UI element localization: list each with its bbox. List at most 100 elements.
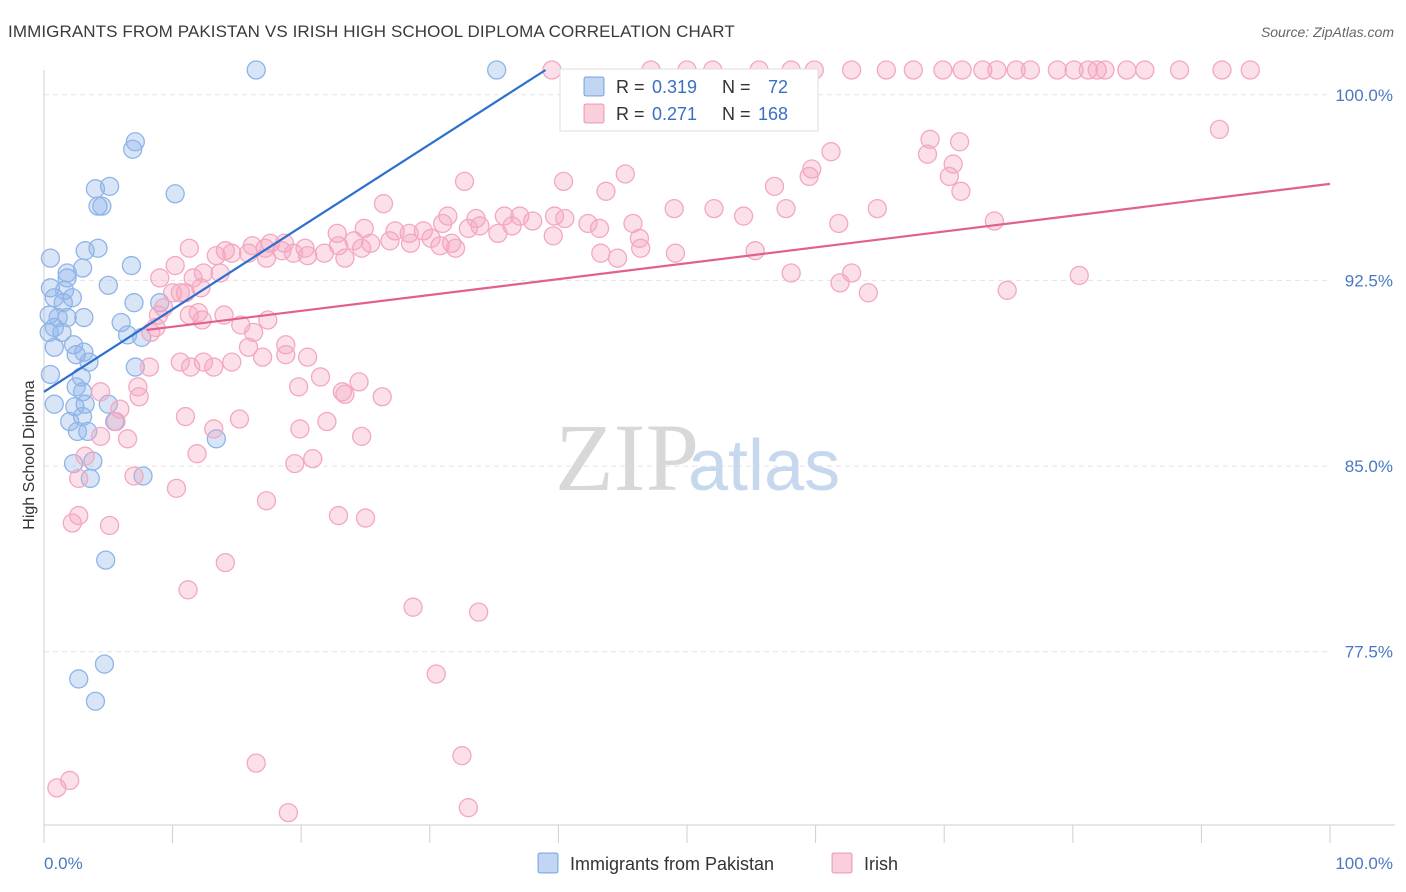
x-tick-label-1: 100.0% (1335, 854, 1393, 873)
irish-point-92 (283, 243, 304, 263)
irish-point-55 (829, 213, 849, 234)
irish-point-49 (776, 198, 796, 219)
irish-trend-line (146, 182, 1331, 332)
irish-point-29 (821, 142, 841, 162)
irish-point-101 (745, 241, 765, 261)
irish-point-132 (170, 352, 190, 372)
irish-point-161 (303, 448, 323, 469)
pakistan-point-49 (72, 406, 93, 427)
pakistan-point-31 (52, 322, 72, 343)
irish-point-26 (920, 129, 940, 149)
irish-point-71 (380, 231, 400, 251)
irish-point-135 (204, 357, 224, 377)
watermark-zip: ZIP (555, 404, 699, 511)
legend-r-irish: 0.271 (652, 104, 697, 124)
chart-source: Source: ZipAtlas.com (1260, 24, 1394, 40)
irish-point-175 (355, 508, 376, 528)
irish-point-173 (426, 664, 446, 684)
pakistan-point-6 (165, 184, 185, 204)
bottom-legend-swatch-irish (831, 852, 853, 874)
irish-point-115 (170, 283, 190, 303)
legend-r-label-pakistan: R = (616, 77, 645, 97)
irish-point-107 (1069, 265, 1089, 286)
irish-point-95 (430, 236, 450, 256)
irish-point-54 (733, 206, 754, 226)
irish-point-36 (802, 159, 822, 179)
pakistan-point-12 (72, 258, 93, 278)
irish-point-50 (867, 198, 887, 219)
legend-r-label-irish: R = (616, 104, 645, 124)
irish-point-181 (458, 798, 479, 818)
irish-point-156 (215, 552, 235, 573)
irish-point-13 (987, 60, 1007, 80)
legend-swatch-pakistan (583, 76, 605, 97)
irish-point-160 (285, 453, 305, 474)
irish-point-24 (1212, 60, 1232, 80)
pakistan-point-32 (117, 325, 138, 345)
irish-point-88 (179, 238, 199, 258)
irish-point-144 (90, 426, 111, 447)
irish-point-138 (288, 377, 309, 397)
irish-point-110 (183, 268, 203, 288)
irish-point-167 (229, 409, 250, 429)
irish-point-152 (256, 491, 277, 511)
irish-point-34 (615, 164, 635, 184)
irish-point-31 (799, 166, 819, 187)
irish-point-171 (403, 597, 423, 617)
pakistan-point-8 (92, 196, 112, 216)
irish-point-147 (69, 505, 89, 526)
irish-point-146 (69, 468, 89, 489)
irish-point-84 (351, 238, 372, 258)
irish-point-38 (951, 181, 971, 201)
irish-point-85 (399, 223, 419, 244)
pakistan-point-28 (111, 312, 131, 333)
y-tick-label-3: 77.5% (1345, 643, 1393, 662)
irish-point-104 (841, 263, 862, 283)
irish-point-44 (664, 198, 684, 219)
irish-point-111 (193, 263, 214, 283)
irish-point-46 (555, 208, 575, 229)
legend-r-pakistan: 0.319 (652, 77, 697, 97)
irish-point-143 (110, 399, 130, 419)
legend-n-pakistan: 72 (768, 77, 788, 97)
y-tick-label-2: 85.0% (1345, 457, 1393, 476)
irish-point-35 (553, 171, 574, 192)
irish-point-164 (222, 352, 242, 372)
irish-point-25 (1240, 60, 1260, 80)
pakistan-point-3 (123, 139, 143, 159)
stats-legend: R = 0.319 N = 72 R = 0.271 N = 168 (559, 68, 819, 132)
irish-point-168 (290, 419, 310, 439)
irish-point-166 (187, 444, 207, 464)
bottom-legend: Immigrants from Pakistan Irish (537, 852, 898, 874)
irish-point-37 (764, 176, 785, 196)
pakistan-point-58 (96, 550, 116, 570)
irish-point-94 (335, 248, 355, 268)
pakistan-point-2 (125, 132, 145, 152)
pakistan-point-40 (40, 364, 61, 385)
pakistan-point-60 (94, 654, 115, 674)
irish-point-126 (243, 322, 264, 343)
irish-point-86 (445, 238, 466, 258)
irish-point-128 (276, 335, 296, 355)
irish-point-139 (310, 367, 331, 387)
irish-point-28 (1209, 119, 1230, 140)
legend-swatch-irish (583, 103, 605, 124)
irish-point-66 (629, 228, 650, 248)
irish-point-77 (344, 231, 364, 251)
irish-point-105 (858, 283, 878, 303)
y-tick-labels: 100.0% 92.5% 85.0% 77.5% (1335, 86, 1393, 662)
irish-point-142 (129, 387, 149, 407)
irish-point-30 (917, 144, 938, 164)
irish-point-137 (276, 345, 296, 365)
pakistan-trend-line (43, 69, 547, 393)
irish-point-52 (494, 206, 515, 226)
irish-point-68 (400, 233, 421, 253)
irish-point-27 (949, 132, 970, 152)
irish-point-11 (952, 60, 972, 80)
pakistan-point-61 (85, 691, 106, 711)
irish-point-83 (314, 243, 334, 263)
irish-point-33 (943, 154, 963, 174)
irish-point-141 (349, 372, 369, 392)
pakistan-point-16 (57, 263, 77, 283)
